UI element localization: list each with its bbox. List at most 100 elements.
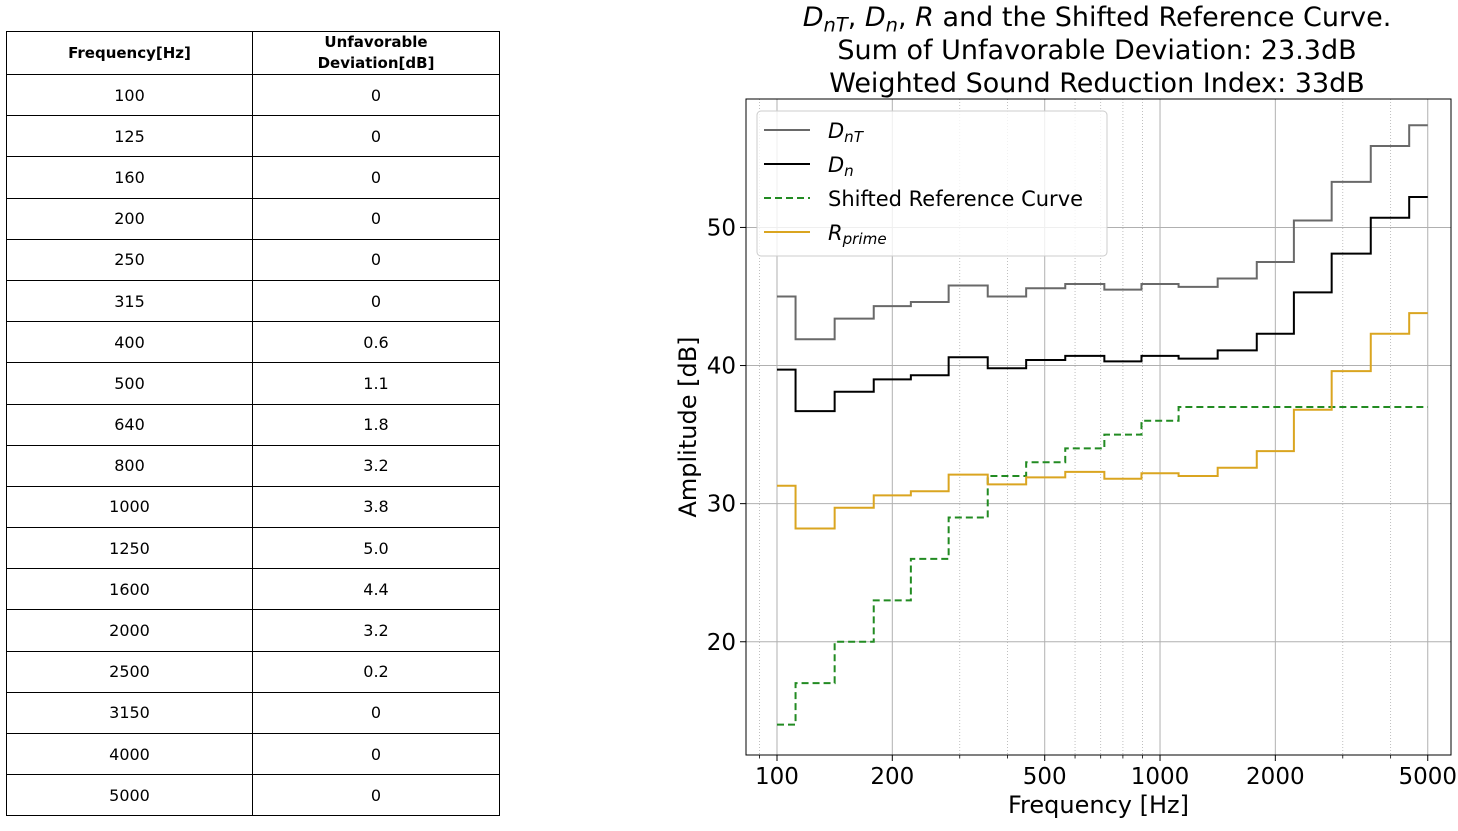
table-row: 5000 0 <box>6 774 500 817</box>
grid-lines <box>746 99 1451 755</box>
frequency-cell: 250 <box>6 238 253 281</box>
deviation-cell: 0.2 <box>252 650 500 693</box>
series-line-shifted-reference-curve <box>776 405 1428 726</box>
header-frequency-text: Frequency[Hz] <box>68 43 191 62</box>
legend-label: DnT <box>828 119 865 146</box>
legend-label-part: prime <box>842 230 887 248</box>
legend-label: Rprime <box>828 221 887 248</box>
deviation-cell: 4.4 <box>252 568 500 611</box>
chart-title: DnT, Dn, R and the Shifted Reference Cur… <box>803 2 1392 99</box>
deviation-cell: 3.2 <box>252 444 500 487</box>
axis-ticks: 100 200 500 1000 2000 5000 20 30 40 50 <box>707 215 1457 790</box>
table-row: 160 0 <box>6 156 500 199</box>
frequency-cell: 125 <box>6 115 253 158</box>
deviation-cell: 3.2 <box>252 609 500 652</box>
y-axis-label: Amplitude [dB] <box>674 336 702 517</box>
frequency-cell: 4000 <box>6 732 253 776</box>
deviation-cell: 0 <box>252 732 500 776</box>
title-line-1: DnT, Dn, R and the Shifted Reference Cur… <box>803 2 1392 36</box>
frequency-cell: 5000 <box>6 774 253 817</box>
frequency-cell: 160 <box>6 156 253 199</box>
header-unfavorable-deviation: Unfavorable Deviation[dB] <box>252 31 500 75</box>
table-row: 315 0 <box>6 279 500 323</box>
frequency-cell: 1600 <box>6 568 253 611</box>
legend-label-part: R <box>828 221 843 245</box>
frequency-cell: 2000 <box>6 609 253 652</box>
frequency-cell: 3150 <box>6 691 253 735</box>
legend-label-part: n <box>844 162 854 180</box>
frequency-cell: 640 <box>6 403 253 446</box>
x-tick-label: 500 <box>1023 764 1067 790</box>
title-line-1-part: R <box>915 2 934 33</box>
table-row: 125 0 <box>6 115 500 158</box>
y-tick-label: 50 <box>707 215 736 241</box>
y-tick-label: 20 <box>707 630 736 656</box>
y-tick-label: 30 <box>707 492 736 518</box>
frequency-cell: 200 <box>6 197 253 240</box>
legend-label-part: D <box>828 119 844 143</box>
table-row: 3150 0 <box>6 691 500 735</box>
x-tick-label: 1000 <box>1131 764 1190 790</box>
table-row: 2000 3.2 <box>6 609 500 652</box>
frequency-cell: 2500 <box>6 650 253 693</box>
title-line-1-part: n <box>886 13 898 36</box>
legend-label-part: Shifted Reference Curve <box>828 187 1083 211</box>
table-row: 1000 3.8 <box>6 485 500 529</box>
x-tick-label: 2000 <box>1246 764 1305 790</box>
table-row: 400 0.6 <box>6 321 500 364</box>
deviation-table-container: Frequency[Hz] Unfavorable Deviation[dB] … <box>6 31 500 817</box>
deviation-cell: 0 <box>252 691 500 735</box>
header-deviation-line-1: Unfavorable <box>324 33 428 51</box>
header-frequency: Frequency[Hz] <box>6 31 253 75</box>
table-row: 500 1.1 <box>6 362 500 405</box>
deviation-table: Frequency[Hz] Unfavorable Deviation[dB] … <box>6 31 500 817</box>
frequency-cell: 1000 <box>6 485 253 529</box>
title-line-3-part: Weighted Sound Reduction Index: 33dB <box>829 68 1365 99</box>
table-body: 100 0 125 0 160 0 200 0 250 0 315 0 400 0.6 500 1.1 640 1… <box>6 73 500 817</box>
frequency-cell: 400 <box>6 321 253 364</box>
title-line-1-part: , <box>848 2 865 33</box>
series-lines <box>776 124 1428 726</box>
table-row: 100 0 <box>6 73 500 117</box>
legend-label-part: nT <box>844 128 865 146</box>
title-line-1-part: D <box>803 2 824 33</box>
x-tick-label: 200 <box>870 764 914 790</box>
deviation-cell: 0 <box>252 115 500 158</box>
series-line-d-n <box>776 196 1428 413</box>
title-line-2: Sum of Unfavorable Deviation: 23.3dB <box>837 35 1356 66</box>
table-row: 2500 0.2 <box>6 650 500 693</box>
legend-box <box>756 110 1108 257</box>
legend-label-part: D <box>828 153 844 177</box>
x-axis-label: Frequency [Hz] <box>1008 791 1189 819</box>
title-line-1-part: D <box>865 2 886 33</box>
x-tick-label: 100 <box>755 764 799 790</box>
deviation-cell: 5.0 <box>252 527 500 570</box>
series-line-r-prime <box>776 312 1428 530</box>
title-line-2-part: Sum of Unfavorable Deviation: 23.3dB <box>837 35 1356 66</box>
title-line-1-part: , <box>898 2 915 33</box>
table-header-row: Frequency[Hz] Unfavorable Deviation[dB] <box>6 31 500 75</box>
legend-label: Shifted Reference Curve <box>828 187 1083 211</box>
table-row: 800 3.2 <box>6 444 500 487</box>
table-row: 1250 5.0 <box>6 527 500 570</box>
title-line-1-part: nT <box>824 13 850 36</box>
deviation-cell: 1.1 <box>252 362 500 405</box>
table-row: 4000 0 <box>6 732 500 776</box>
title-line-1-part: and the Shifted Reference Curve. <box>934 2 1391 33</box>
deviation-cell: 0 <box>252 197 500 240</box>
legend-label: Dn <box>828 153 854 180</box>
title-line-3: Weighted Sound Reduction Index: 33dB <box>829 68 1365 99</box>
y-tick-label: 40 <box>707 354 736 380</box>
deviation-cell: 0 <box>252 156 500 199</box>
deviation-cell: 0 <box>252 279 500 323</box>
table-row: 200 0 <box>6 197 500 240</box>
table-row: 1600 4.4 <box>6 568 500 611</box>
frequency-cell: 800 <box>6 444 253 487</box>
header-deviation-line-2: Deviation[dB] <box>317 54 435 72</box>
frequency-cell: 315 <box>6 279 253 323</box>
deviation-cell: 0 <box>252 774 500 817</box>
frequency-cell: 1250 <box>6 527 253 570</box>
plot-frame <box>745 98 1452 756</box>
